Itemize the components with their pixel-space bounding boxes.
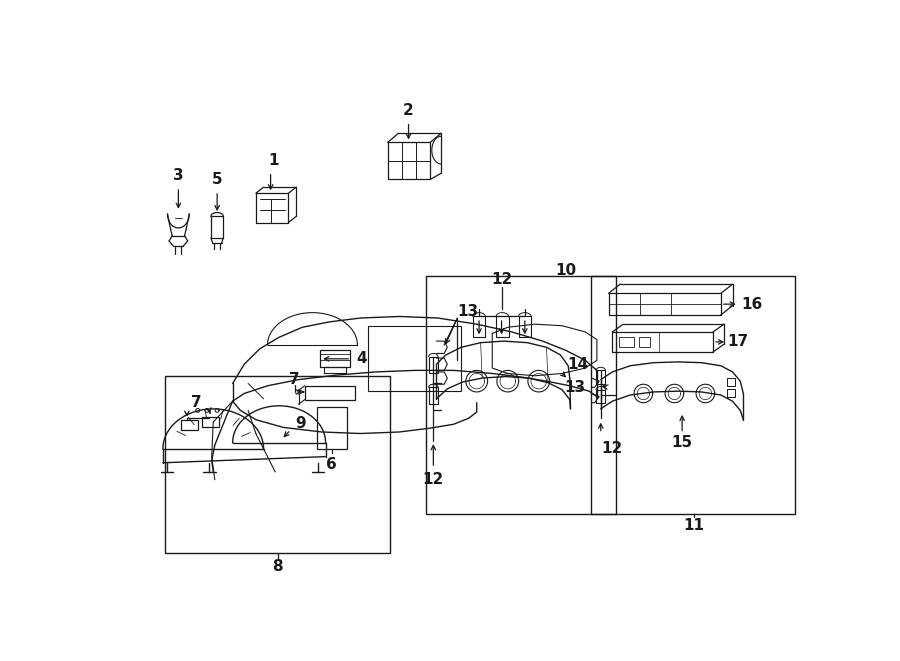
Bar [428,387,438,405]
Text: 9: 9 [295,416,306,431]
Text: 15: 15 [671,435,693,450]
Text: 3: 3 [173,168,184,183]
Text: 17: 17 [727,334,749,350]
Text: 10: 10 [555,263,576,278]
Text: 6: 6 [327,457,338,472]
Text: 16: 16 [742,297,762,311]
Bar [727,378,734,386]
Bar [211,216,223,238]
Bar [181,420,198,430]
Text: 1: 1 [268,153,279,168]
Text: 13: 13 [564,380,585,395]
Bar [591,276,795,514]
Bar [618,336,634,347]
Bar [472,317,485,336]
Bar [320,350,349,368]
Text: 4: 4 [356,352,367,366]
Text: 14: 14 [567,357,588,371]
Text: 8: 8 [273,559,283,574]
Text: 13: 13 [457,304,478,319]
Bar [427,276,616,514]
Bar [596,370,606,384]
Text: 12: 12 [491,272,512,287]
Text: 5: 5 [212,172,222,187]
Bar [727,389,734,397]
Bar [202,416,220,428]
Bar [166,375,390,553]
Text: 12: 12 [423,472,444,487]
Bar [428,356,438,373]
Text: 7: 7 [191,395,202,410]
Bar [324,368,346,373]
Bar [317,407,346,449]
Bar [639,336,650,347]
Text: 12: 12 [602,442,623,456]
Bar [305,386,356,400]
Bar [596,389,606,403]
Bar [518,317,531,336]
Bar [496,317,508,336]
Text: 2: 2 [403,102,414,118]
Text: 11: 11 [683,518,704,533]
Text: 7: 7 [289,372,300,387]
Bar [368,326,461,391]
